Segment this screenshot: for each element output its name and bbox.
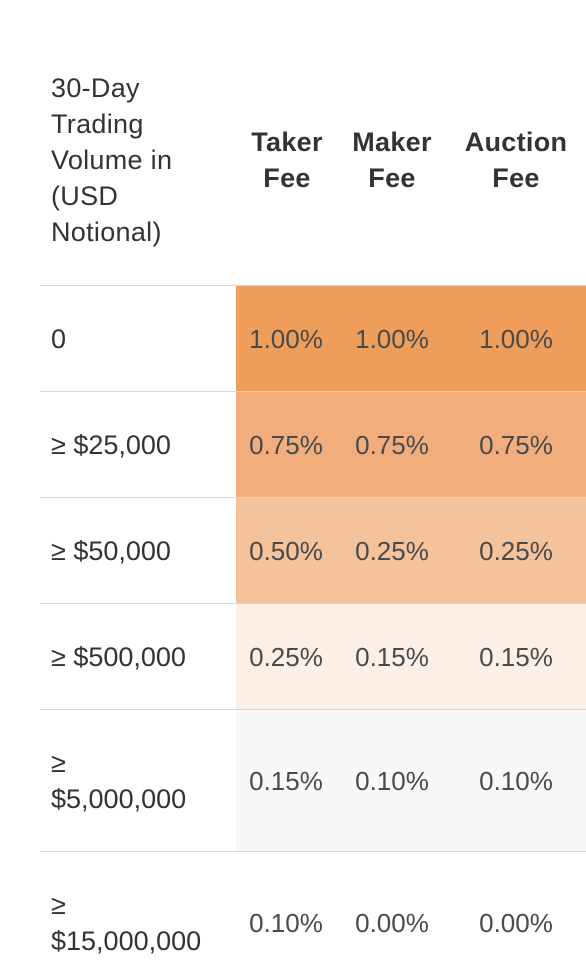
taker-fee-column-header: Taker Fee xyxy=(242,124,332,196)
table-row: ≥ $15,000,000 0.10% 0.00% 0.00% xyxy=(40,851,586,972)
volume-tier-cell: 0 xyxy=(51,321,236,357)
auction-fee-cell: 0.10% xyxy=(479,766,553,796)
volume-tier-text: $5,000,000 xyxy=(51,784,187,814)
table-row: 0 1.00% 1.00% 1.00% xyxy=(40,285,586,391)
volume-tier-cell: ≥ $15,000,000 xyxy=(51,887,236,959)
maker-fee-cell: 0.00% xyxy=(355,908,429,938)
volume-header-line: Trading xyxy=(51,109,144,139)
auction-header-line: Fee xyxy=(492,163,540,193)
fee-cells: 0.75% 0.75% 0.75% xyxy=(236,392,586,497)
maker-header-line: Fee xyxy=(368,163,416,193)
volume-tier-text: 0 xyxy=(51,324,67,354)
taker-fee-cell: 0.25% xyxy=(249,642,323,672)
volume-tier-text: ≥ $25,000 xyxy=(51,430,171,460)
maker-fee-cell: 0.15% xyxy=(355,642,429,672)
maker-fee-cell: 0.10% xyxy=(355,766,429,796)
volume-tier-text: $15,000,000 xyxy=(51,926,202,956)
table-row: ≥ $500,000 0.25% 0.15% 0.15% xyxy=(40,603,586,709)
auction-fee-column-header: Auction Fee xyxy=(452,124,580,196)
fee-table-header: 30-Day Trading Volume in (USD Notional) … xyxy=(0,0,586,285)
auction-fee-cell: 1.00% xyxy=(479,324,553,354)
taker-header-line: Fee xyxy=(263,163,311,193)
maker-fee-cell: 0.25% xyxy=(355,536,429,566)
fee-table-body: 0 1.00% 1.00% 1.00% ≥ $25,000 0.75% 0.75… xyxy=(40,285,586,972)
taker-fee-cell: 1.00% xyxy=(249,324,323,354)
volume-tier-cell: ≥ $50,000 xyxy=(51,533,236,569)
volume-header-line: 30-Day xyxy=(51,73,140,103)
auction-fee-cell: 0.75% xyxy=(479,430,553,460)
auction-header-line: Auction xyxy=(464,127,568,157)
fee-cells: 0.25% 0.15% 0.15% xyxy=(236,604,586,709)
maker-fee-column-header: Maker Fee xyxy=(342,124,442,196)
maker-fee-cell: 0.75% xyxy=(355,430,429,460)
fee-cells: 0.50% 0.25% 0.25% xyxy=(236,498,586,603)
volume-header-line: Notional) xyxy=(51,217,162,247)
fee-cells: 0.10% 0.00% 0.00% xyxy=(236,852,586,972)
maker-fee-cell: 1.00% xyxy=(355,324,429,354)
table-row: ≥ $50,000 0.50% 0.25% 0.25% xyxy=(40,497,586,603)
volume-column-header: 30-Day Trading Volume in (USD Notional) xyxy=(51,70,231,250)
taker-fee-cell: 0.50% xyxy=(249,536,323,566)
volume-tier-text: ≥ $500,000 xyxy=(51,642,186,672)
volume-tier-cell: ≥ $500,000 xyxy=(51,639,236,675)
maker-header-line: Maker xyxy=(352,127,432,157)
table-row: ≥ $5,000,000 0.15% 0.10% 0.10% xyxy=(40,709,586,851)
table-row: ≥ $25,000 0.75% 0.75% 0.75% xyxy=(40,391,586,497)
taker-fee-cell: 0.75% xyxy=(249,430,323,460)
volume-tier-text: ≥ $50,000 xyxy=(51,536,171,566)
auction-fee-cell: 0.00% xyxy=(479,908,553,938)
auction-fee-cell: 0.15% xyxy=(479,642,553,672)
auction-fee-cell: 0.25% xyxy=(479,536,553,566)
fee-cells: 1.00% 1.00% 1.00% xyxy=(236,286,586,391)
volume-header-line: (USD xyxy=(51,181,119,211)
taker-header-line: Taker xyxy=(251,127,323,157)
volume-tier-cell: ≥ $5,000,000 xyxy=(51,745,236,817)
volume-tier-text: ≥ xyxy=(51,748,66,778)
taker-fee-cell: 0.15% xyxy=(249,766,323,796)
volume-header-line: Volume in xyxy=(51,145,173,175)
volume-tier-text: ≥ xyxy=(51,890,66,920)
volume-tier-cell: ≥ $25,000 xyxy=(51,427,236,463)
taker-fee-cell: 0.10% xyxy=(249,908,323,938)
fee-cells: 0.15% 0.10% 0.10% xyxy=(236,710,586,851)
